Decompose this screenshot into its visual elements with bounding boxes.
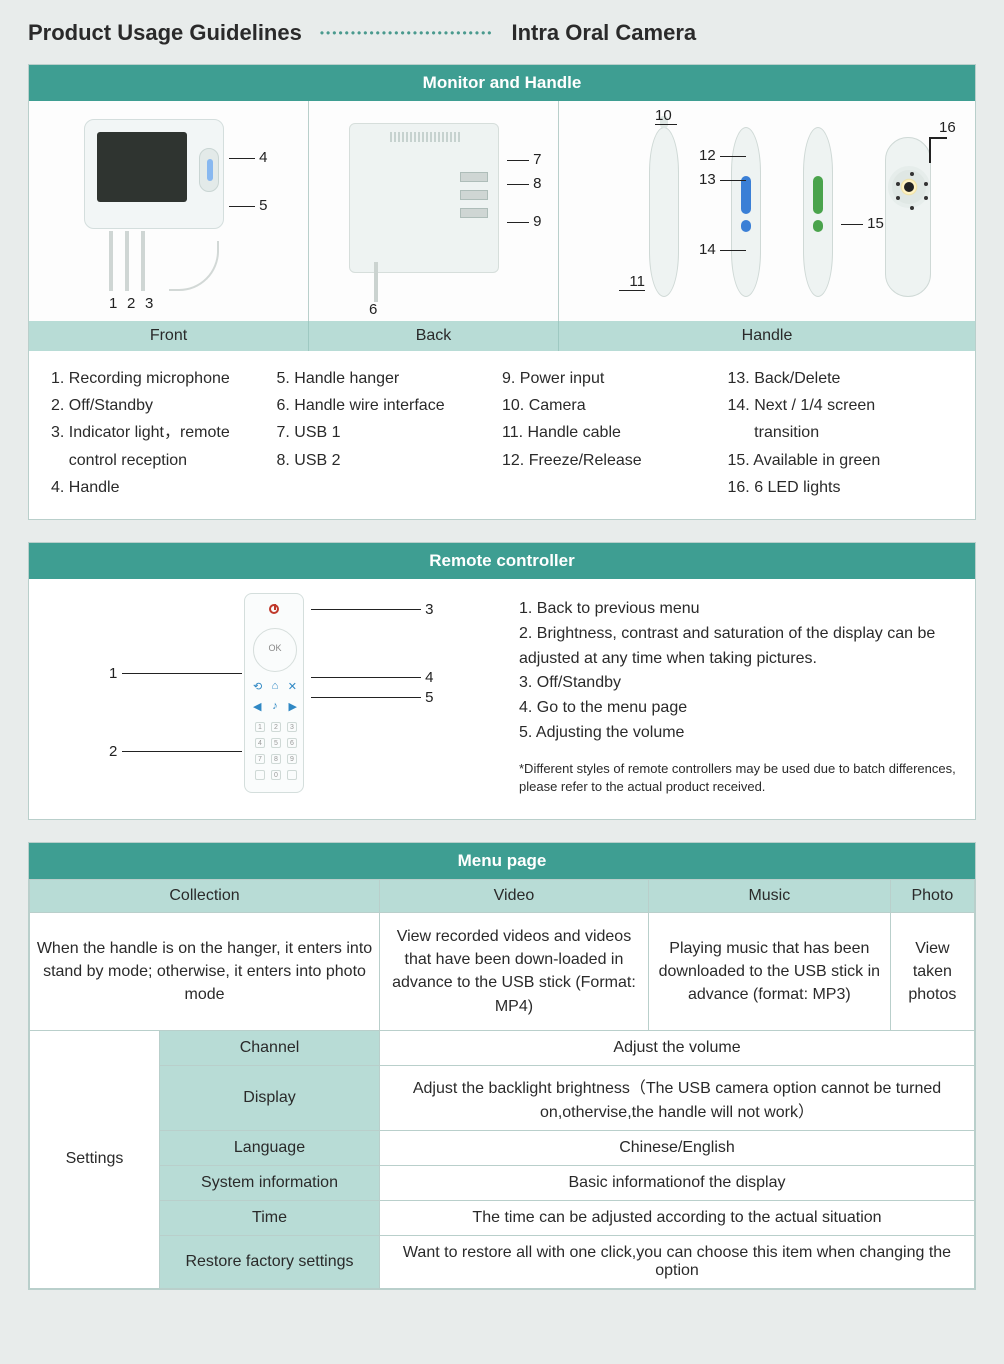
remote-note: *Different styles of remote controllers … [519,760,961,796]
settings-row-4: Time The time can be adjusted according … [30,1200,975,1235]
label-handle: Handle [559,321,975,351]
remote-section: Remote controller ⟲⌂✕ ◀♪▶ 1234567890 1 2… [28,542,976,820]
menu-desc-music: Playing music that has been downloaded t… [648,912,890,1030]
pen-4 [885,137,931,297]
remote-description: 1. Back to previous menu 2. Brightness, … [499,579,975,819]
pen-1 [649,127,679,297]
callout-16: 16 [939,119,956,136]
mount-bars [109,231,145,291]
callout-7: 7 [507,151,542,168]
settings-row-5: Restore factory settings Want to restore… [30,1235,975,1288]
callout-8: 8 [507,175,542,192]
section-header-monitor: Monitor and Handle [29,65,975,101]
menu-desc-row: When the handle is on the hanger, it ent… [30,912,975,1030]
setting-desc-time: The time can be adjusted according to th… [380,1200,975,1235]
setting-name-restore: Restore factory settings [160,1235,380,1288]
settings-row-3: System information Basic informationof t… [30,1165,975,1200]
menu-desc-collection: When the handle is on the hanger, it ent… [30,912,380,1030]
remote-diagram: ⟲⌂✕ ◀♪▶ 1234567890 1 2 3 4 5 [29,579,499,819]
callout-13: 13 [699,171,746,188]
monitor-handle-labels: Front Back Handle [29,321,975,351]
diagram-handle: 10 11 12 13 14 15 16 [559,101,975,321]
menu-desc-photo: View taken photos [890,912,974,1030]
setting-name-display: Display [160,1065,380,1130]
page-subtitle: Intra Oral Camera [511,20,696,46]
callout-14: 14 [699,241,746,258]
label-front: Front [29,321,309,351]
menu-table: Collection Video Music Photo When the ha… [29,879,975,1289]
settings-label: Settings [30,1030,160,1288]
cable-line [169,241,219,291]
menu-col-photo: Photo [890,879,974,912]
remote-callout-1: 1 [109,665,242,682]
setting-name-channel: Channel [160,1030,380,1065]
remote-callout-3: 3 [311,601,434,618]
legend-col-3: 9. Power input 10. Camera 11. Handle cab… [502,365,728,501]
backpanel-illustration [349,123,499,273]
callout-6: 6 [369,301,377,318]
setting-desc-language: Chinese/English [380,1130,975,1165]
setting-desc-restore: Want to restore all with one click,you c… [380,1235,975,1288]
menu-section: Menu page Collection Video Music Photo W… [28,842,976,1290]
settings-row-2: Language Chinese/English [30,1130,975,1165]
setting-desc-sysinfo: Basic informationof the display [380,1165,975,1200]
callout-1: 1 [109,295,117,312]
diagram-front: 1 2 3 4 5 [29,101,309,321]
page-header: Product Usage Guidelines •••••••••••••••… [28,20,976,46]
camera-tip [888,166,930,208]
menu-desc-video: View recorded videos and videos that hav… [380,912,649,1030]
section-header-remote: Remote controller [29,543,975,579]
callout-11: 11 [619,273,645,291]
monitor-handle-section: Monitor and Handle 1 2 3 4 5 7 8 [28,64,976,520]
legend-col-2: 5. Handle hanger 6. Handle wire interfac… [277,365,503,501]
diagram-back: 7 8 9 6 [309,101,559,321]
callout-3: 3 [145,295,153,312]
monitor-handle-legend: 1. Recording microphone 2. Off/Standby 3… [29,351,975,519]
monitor-illustration [84,119,224,229]
section-header-menu: Menu page [29,843,975,879]
remote-callout-5: 5 [311,689,434,706]
callout-12: 12 [699,147,746,164]
remote-illustration: ⟲⌂✕ ◀♪▶ 1234567890 [244,593,304,793]
setting-name-sysinfo: System information [160,1165,380,1200]
settings-row-0: Settings Channel Adjust the volume [30,1030,975,1065]
remote-callout-4: 4 [311,669,434,686]
menu-col-music: Music [648,879,890,912]
setting-name-language: Language [160,1130,380,1165]
pen-3 [803,127,833,297]
settings-row-1: Display Adjust the backlight brightness（… [30,1065,975,1130]
header-dots: •••••••••••••••••••••••••••• [320,26,494,40]
callout-5: 5 [229,197,268,214]
page-title: Product Usage Guidelines [28,20,302,46]
setting-desc-channel: Adjust the volume [380,1030,975,1065]
menu-col-video: Video [380,879,649,912]
legend-col-4: 13. Back/Delete 14. Next / 1/4 screen tr… [728,365,954,501]
menu-col-collection: Collection [30,879,380,912]
callout-2: 2 [127,295,135,312]
callout-15: 15 [841,215,884,232]
callout-10: 10 [655,107,677,125]
setting-desc-display: Adjust the backlight brightness（The USB … [380,1065,975,1130]
monitor-handle-diagrams: 1 2 3 4 5 7 8 9 6 [29,101,975,321]
callout-9: 9 [507,213,542,230]
menu-columns-row: Collection Video Music Photo [30,879,975,912]
remote-callout-2: 2 [109,743,242,760]
setting-name-time: Time [160,1200,380,1235]
callout-4: 4 [229,149,268,166]
legend-col-1: 1. Recording microphone 2. Off/Standby 3… [51,365,277,501]
label-back: Back [309,321,559,351]
